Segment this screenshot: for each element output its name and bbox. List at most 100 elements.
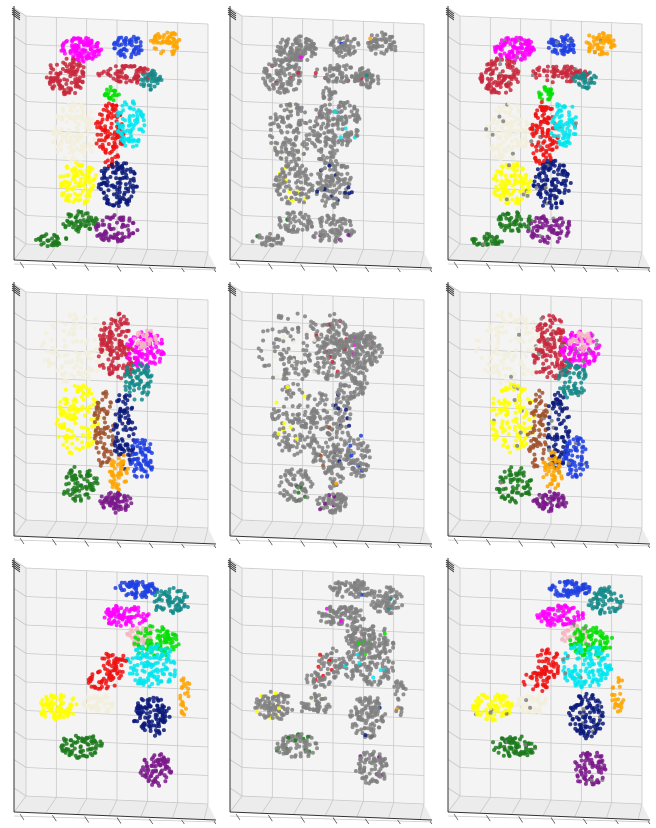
segment-blue [128, 437, 155, 479]
segment-cyan [115, 99, 147, 149]
point-cloud-plot [445, 282, 651, 548]
segment-darkgreen [277, 210, 314, 234]
segment-cyan [340, 643, 396, 687]
segment-yellow [491, 161, 533, 206]
segment-teal [152, 586, 190, 616]
segment-blue [344, 433, 372, 479]
panel-kicking-prediction-full [440, 556, 654, 824]
segment-magenta [275, 34, 318, 63]
segment-blue [561, 435, 590, 479]
axes-frame [227, 558, 433, 824]
segment-blue [113, 579, 159, 600]
segment-navy [567, 691, 605, 741]
segment-green [102, 85, 121, 103]
segment-cream [484, 101, 532, 161]
segment-crimson [261, 57, 303, 95]
point-cloud-plot [227, 6, 433, 272]
point-cloud [39, 579, 192, 788]
axes-frame [445, 282, 651, 548]
point-cloud [473, 310, 602, 514]
segment-teal [586, 585, 625, 616]
segment-yellow [272, 159, 315, 206]
segment-orange [610, 676, 626, 714]
panel-standing-arm-raised-prediction-sparse [222, 4, 436, 272]
segment-navy [314, 159, 354, 210]
segment-green [537, 85, 555, 102]
segment-pink [348, 331, 375, 352]
segment-orange [107, 453, 130, 492]
segment-crimson [44, 56, 86, 97]
segment-orange [541, 448, 564, 491]
panel-bent-over-prediction-full [440, 280, 654, 548]
segment-purple [531, 489, 569, 514]
segment-red [304, 670, 332, 690]
segment-orange [584, 31, 617, 57]
segment-crimson [478, 56, 521, 95]
segment-red [535, 647, 561, 681]
segment-magenta [102, 603, 151, 628]
point-cloud-plot [445, 558, 651, 824]
panel-kicking-prediction-sparse [222, 556, 436, 824]
segment-navy [96, 160, 139, 208]
segment-red [310, 102, 342, 167]
segment-red [100, 651, 129, 681]
segment-purple [573, 750, 608, 787]
point-cloud [39, 311, 166, 515]
point-cloud [250, 30, 398, 248]
segment-magenta [317, 604, 366, 628]
segment-cream [514, 693, 548, 716]
segment-orange [392, 679, 408, 718]
point-cloud-plot [227, 558, 433, 824]
segment-magenta [535, 603, 585, 628]
segment-purple [309, 213, 357, 244]
segment-purple [98, 490, 134, 515]
segment-darkgreen [274, 732, 319, 759]
segment-teal [556, 359, 588, 400]
segment-teal [338, 358, 369, 401]
segment-teal [122, 362, 154, 402]
panel-kicking-ground-truth [6, 556, 220, 824]
segment-cyan [561, 642, 614, 690]
segment-navy [132, 695, 172, 738]
panel-standing-arm-raised-prediction-full [440, 4, 654, 272]
segment-darkgreen [494, 465, 534, 505]
segment-teal [570, 70, 598, 91]
segment-navy [531, 158, 573, 210]
segment-darkgreen [496, 210, 533, 234]
segment-cream [51, 101, 97, 164]
segment-teal [353, 70, 381, 90]
segment-cyan [332, 100, 362, 148]
segment-red [86, 669, 117, 691]
segment-yellow [270, 382, 318, 457]
segment-darkgreen [61, 209, 99, 234]
segment-pink [132, 328, 159, 350]
segment-orange [321, 448, 346, 491]
panel-standing-arm-raised-ground-truth [6, 4, 220, 272]
segment-red [521, 670, 550, 693]
segment-yellow [54, 383, 101, 456]
segment-darkgreen [59, 733, 104, 760]
point-cloud-plot [11, 282, 217, 548]
segment-teal [139, 68, 164, 92]
segment-purple [353, 749, 389, 786]
segment-blue [111, 34, 144, 60]
point-cloud [256, 311, 384, 515]
panel-bent-over-ground-truth [6, 280, 220, 548]
segment-orange [366, 30, 398, 56]
segment-darkgreen [250, 231, 285, 248]
segment-orange [148, 30, 182, 57]
point-cloud-plot [445, 6, 651, 272]
segment-darkgreen [61, 465, 100, 503]
segment-yellow [39, 692, 79, 722]
segment-cream [299, 691, 332, 715]
segment-darkgreen [34, 232, 69, 249]
segment-purple [315, 492, 348, 515]
segment-red [528, 100, 560, 166]
segment-navy [348, 695, 388, 740]
segment-brown [525, 388, 551, 469]
segment-green [568, 624, 614, 659]
segment-purple [526, 214, 572, 245]
point-cloud [471, 579, 626, 787]
point-cloud-plot [11, 6, 217, 272]
